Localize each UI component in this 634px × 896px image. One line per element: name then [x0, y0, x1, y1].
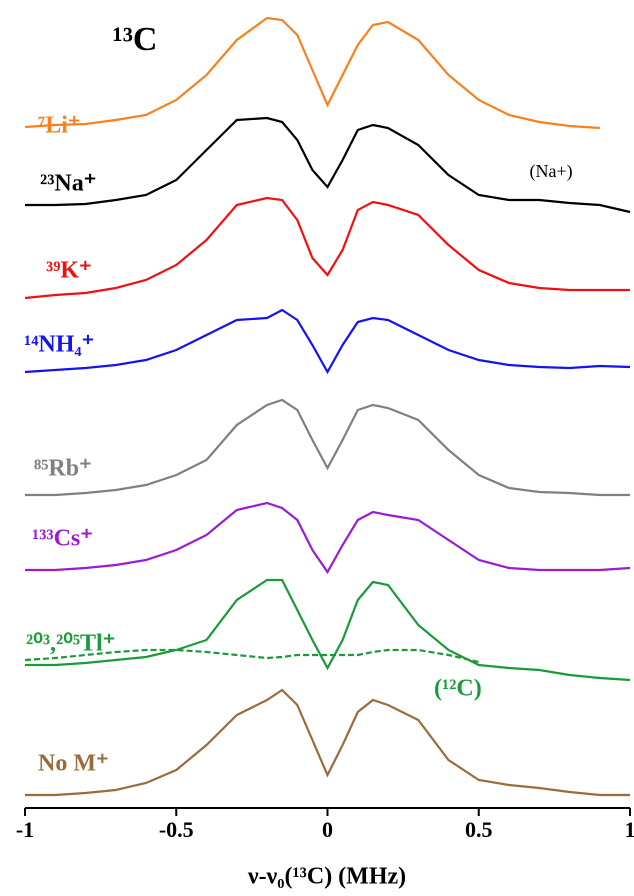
spectrum-line — [24, 648, 480, 664]
spectrum-line — [24, 16, 600, 130]
spectrum-line — [25, 116, 631, 214]
series-label: ³⁹K⁺ — [46, 258, 92, 284]
x-tick-label: -1 — [16, 817, 34, 842]
spectrum-line — [25, 578, 631, 682]
spectrum-line — [24, 308, 631, 375]
series-label: No M⁺ — [38, 751, 109, 777]
annotation: (Na+) — [530, 161, 573, 182]
series-label: ¹⁴NH₄⁺ — [24, 332, 94, 358]
series-label: ²⁰³,²⁰⁵Tl⁺ — [26, 631, 115, 657]
series-label: ⁷Li⁺ — [38, 113, 81, 139]
spectrum-line — [25, 398, 630, 497]
spectrum-line — [25, 688, 630, 797]
series-label: (¹²C) — [434, 676, 482, 702]
x-tick-label: 1 — [625, 817, 634, 842]
x-tick-label: 0.5 — [465, 817, 493, 842]
series-label: ⁸⁵Rb⁺ — [34, 456, 92, 482]
x-tick-label: 0 — [322, 817, 333, 842]
spectrum-line — [25, 501, 631, 575]
series-label: ²³Na⁺ — [40, 171, 96, 197]
x-axis-label: ν-ν₀(¹³C) (MHz) — [247, 864, 406, 890]
series-label: ¹³³Cs⁺ — [32, 526, 93, 552]
spectrum-line — [24, 196, 630, 300]
x-tick-label: -0.5 — [159, 817, 194, 842]
chart-title: ¹³C — [113, 21, 158, 58]
